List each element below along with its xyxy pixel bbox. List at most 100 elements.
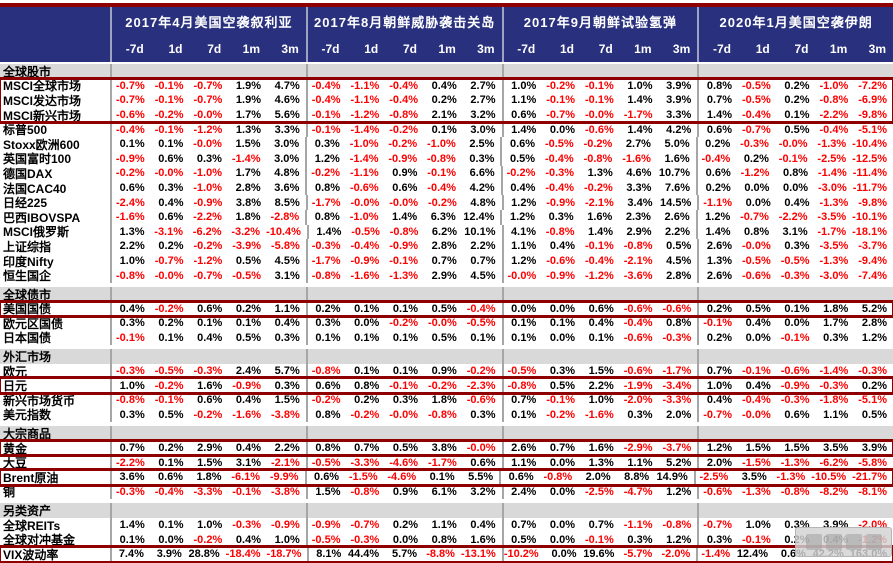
value-cell: -0.1% [780, 331, 810, 344]
value-cell: 0.8% [305, 440, 347, 456]
asset-label: MSCI全球市场 [3, 79, 82, 94]
value-cell: 5.7% [274, 365, 300, 378]
value-cell: -0.7% [193, 94, 223, 107]
value-cell: 0.0% [745, 196, 771, 209]
asset-label: 英国富时100 [3, 152, 72, 167]
value-cell: 2.2% [470, 240, 496, 253]
value-cell: 0.5% [235, 331, 261, 344]
value-cell: 7.6% [665, 182, 691, 195]
value-cell: -1.3% [819, 196, 849, 209]
value-cell: 0.0% [783, 182, 809, 195]
value-cell: 2.2% [110, 239, 151, 254]
value-cell: 3.1% [235, 456, 261, 469]
value-cell: -0.0% [466, 442, 496, 455]
period-label: 3m [672, 42, 691, 56]
value-cell: 0.1% [501, 316, 543, 331]
value-cell: -1.7% [305, 195, 347, 210]
value-cell: 0.7% [354, 442, 380, 455]
value-cell: -0.8% [305, 268, 347, 283]
value-cell [697, 426, 738, 441]
value-cell: 0.2% [354, 394, 380, 407]
value-cell: -0.1% [778, 152, 808, 165]
value-cell: 0.8% [744, 225, 770, 238]
value-cell: -0.9% [110, 151, 151, 167]
value-cell: -1.4% [231, 152, 261, 165]
value-cell [697, 286, 738, 302]
asset-row: 法国CAC40 0.6% 0.3% -1.0% 2.8% 3.6% 0.8% -0.6% 0.6… [0, 180, 893, 196]
value-cell: -0.4% [545, 182, 575, 195]
value-cell: -1.0% [819, 79, 849, 92]
value-cell: 0.8% [305, 407, 347, 423]
table-header: 2017年4月美国空袭叙利亚 2017年8月朝鲜威胁袭击关岛 2017年9月朝鲜试验… [0, 7, 893, 62]
value-cell: -0.0% [193, 109, 223, 122]
value-cell: -0.3% [305, 239, 347, 254]
value-cell [697, 349, 738, 364]
value-cell: -0.6% [623, 331, 653, 344]
value-cell: 0.0% [551, 548, 577, 561]
asset-label: 印度Nifty [3, 254, 54, 269]
asset-label: 美国国债 [3, 302, 52, 317]
value-cell: 0.7% [588, 519, 614, 532]
value-cell [110, 503, 151, 518]
watermark-glyph [845, 534, 862, 550]
value-cell: -3.7% [858, 240, 887, 253]
asset-label: Stoxx欧洲600 [3, 137, 80, 152]
value-cell: -0.2% [305, 393, 347, 408]
value-cell: 1.6% [664, 152, 690, 165]
value-cell: -0.2% [500, 166, 542, 181]
value-cell: -0.0% [585, 109, 614, 122]
value-cell: -2.2% [110, 455, 151, 471]
value-cell: -7.2% [858, 79, 887, 92]
period-label: 1d [364, 42, 379, 56]
value-cell: 0.4% [235, 394, 261, 407]
value-cell: 1.1% [501, 239, 543, 254]
value-cell: 0.5% [235, 255, 261, 268]
value-cell: 1.6% [197, 379, 223, 392]
asset-row: 日元 1.0% -0.2% 1.6% -0.9% 0.3% 0.6% 0.8% -0.1% -0.… [0, 378, 893, 393]
value-cell: 5.7% [391, 548, 418, 561]
value-cell: 0.1% [392, 365, 418, 378]
value-cell: -8.8% [426, 548, 455, 561]
value-cell: -2.2% [819, 109, 849, 122]
value-cell: -1.9% [623, 379, 653, 392]
highlight-box: 黄金 0.7% 0.2% 2.9% 0.4% 2.2% 0.8% 0.7% 0.5% 3.8% -0… [0, 438, 893, 458]
value-cell: -1.0% [349, 211, 379, 224]
value-cell: 0.0% [549, 533, 575, 546]
value-cell: 0.7% [501, 393, 543, 408]
value-cell: -0.5% [466, 317, 496, 330]
value-cell: 0.1% [354, 302, 380, 315]
asset-label: Brent原油 [3, 470, 59, 485]
value-cell: -0.2% [154, 379, 184, 392]
value-cell: 0.1% [470, 331, 496, 344]
value-cell: -2.1% [623, 255, 653, 268]
value-cell: 0.6% [157, 471, 184, 484]
value-cell: 0.5% [501, 532, 543, 547]
value-cell: -0.0% [389, 408, 418, 421]
value-cell: 0.9% [431, 365, 457, 378]
asset-row: Brent原油 3.6% 0.6% 1.8% -6.1% -9.9% 0.6% -1.5% -4… [0, 470, 893, 485]
value-cell: -0.0% [389, 196, 418, 209]
value-cell: 0.4% [745, 379, 771, 392]
value-cell: -1.4% [819, 365, 849, 378]
value-cell: -1.1% [623, 519, 653, 532]
value-cell: 0.1% [354, 331, 380, 344]
value-cell: 0.7% [431, 255, 457, 268]
value-cell: 2.9% [431, 269, 457, 282]
value-cell: -0.0% [501, 268, 543, 283]
asset-row: 德国DAX -0.2% -0.0% -1.0% 1.7% 4.8% -0.2% -1.1% 0.… [0, 166, 893, 181]
value-cell: 0.6% [499, 470, 540, 485]
value-cell: 3.9% [156, 548, 182, 561]
value-cell: -9.4% [858, 255, 887, 268]
value-cell: -0.6% [742, 269, 771, 282]
value-cell: 0.4% [431, 79, 457, 92]
value-cell: -0.2% [389, 317, 418, 330]
highlight-box: VIX波动率 7.4% 3.9% 28.8% -18.4% -18.7% 8.1% 44.4%… [0, 545, 893, 563]
value-cell: -0.1% [427, 167, 457, 180]
value-cell: -4.6% [387, 471, 417, 484]
value-cell: 0.0% [392, 533, 418, 546]
value-cell [501, 286, 543, 302]
value-cell: -0.1% [585, 94, 614, 107]
value-cell [501, 503, 543, 518]
value-cell: -0.1% [389, 379, 418, 392]
value-cell: 0.6% [500, 136, 541, 152]
